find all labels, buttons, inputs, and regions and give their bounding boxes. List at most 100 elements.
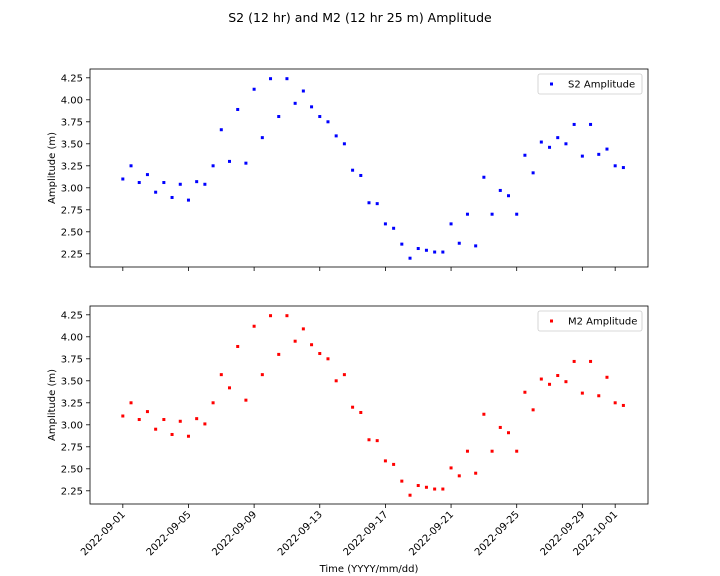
data-point (211, 401, 215, 405)
data-point (597, 152, 601, 156)
y-tick-label: 3.75 (61, 354, 83, 365)
data-point (572, 359, 576, 363)
data-point (334, 379, 338, 383)
legend: S2 Amplitude (537, 73, 643, 95)
data-point (269, 77, 273, 81)
data-point (293, 339, 297, 343)
data-point (375, 439, 379, 443)
data-point (539, 377, 543, 381)
data-point (433, 250, 437, 254)
data-point (580, 391, 584, 395)
data-point (129, 164, 133, 168)
data-point (383, 222, 387, 226)
data-point (367, 438, 371, 442)
data-point (154, 190, 158, 194)
data-point (482, 412, 486, 416)
y-axis-label: Amplitude (m) (47, 369, 58, 441)
x-tick-label: 2022-09-13 (276, 509, 325, 558)
data-point (351, 405, 355, 409)
y-tick-label: 2.25 (61, 249, 83, 260)
data-point (392, 462, 396, 466)
data-point (605, 375, 609, 379)
y-tick-label: 3.00 (61, 183, 83, 194)
data-point (441, 250, 445, 254)
data-point (564, 380, 568, 384)
data-point (244, 398, 248, 402)
data-point (351, 168, 355, 172)
legend-label: M2 Amplitude (568, 317, 637, 328)
x-axis-label: Time (YYYY/mm/dd) (319, 564, 419, 575)
data-point (236, 344, 240, 348)
y-tick-label: 3.75 (61, 117, 83, 128)
data-point (359, 410, 363, 414)
data-point (195, 417, 199, 421)
x-tick-label: 2022-09-17 (342, 509, 391, 558)
data-point (310, 343, 314, 347)
plot-frame (89, 305, 649, 505)
data-point (129, 401, 133, 405)
y-tick-label: 3.25 (61, 398, 83, 409)
data-point (465, 449, 469, 453)
data-point (342, 142, 346, 146)
data-point (416, 484, 420, 488)
data-point (145, 173, 149, 177)
legend-box (537, 310, 643, 332)
data-point (548, 382, 552, 386)
y-tick-label: 4.25 (61, 73, 83, 84)
data-point (195, 180, 199, 184)
data-point (515, 212, 519, 216)
data-point (211, 164, 215, 168)
data-point (449, 222, 453, 226)
data-point (531, 171, 535, 175)
data-point (523, 153, 527, 157)
data-point (457, 474, 461, 478)
data-point (523, 390, 527, 394)
data-point (400, 242, 404, 246)
x-tick-label: 2022-09-25 (473, 509, 522, 558)
y-tick-label: 3.50 (61, 376, 83, 387)
data-point (449, 466, 453, 470)
data-point (613, 401, 617, 405)
data-point (474, 471, 478, 475)
data-point (465, 212, 469, 216)
y-tick-label: 3.50 (61, 139, 83, 150)
data-point (203, 422, 207, 426)
data-point (556, 136, 560, 140)
data-point (260, 373, 264, 377)
data-point (293, 101, 297, 105)
data-point (564, 142, 568, 146)
data-point (589, 122, 593, 126)
data-point (383, 459, 387, 463)
data-point (621, 403, 625, 407)
x-tick-label: 2022-09-01 (79, 509, 128, 558)
y-tick-label: 3.00 (61, 420, 83, 431)
data-point (556, 374, 560, 378)
data-point (597, 394, 601, 398)
data-point (203, 182, 207, 186)
data-point (301, 327, 305, 331)
data-point (285, 77, 289, 81)
y-tick-label: 2.50 (61, 464, 83, 475)
data-point (137, 181, 141, 185)
data-point (605, 147, 609, 151)
data-point (326, 120, 330, 124)
data-point (482, 175, 486, 179)
legend-marker (550, 319, 553, 323)
data-point (228, 386, 231, 390)
data-point (186, 434, 190, 438)
data-point (277, 115, 281, 119)
data-point (219, 128, 223, 132)
data-point (548, 145, 552, 149)
data-point (515, 449, 519, 453)
data-point (507, 194, 510, 198)
data-point (228, 159, 231, 163)
data-point (539, 140, 543, 144)
data-point (507, 431, 510, 435)
data-point (318, 115, 322, 119)
data-point (310, 105, 314, 109)
data-point (301, 89, 305, 93)
y-tick-label: 4.00 (61, 95, 83, 106)
data-point (392, 226, 396, 230)
data-point (474, 244, 478, 248)
